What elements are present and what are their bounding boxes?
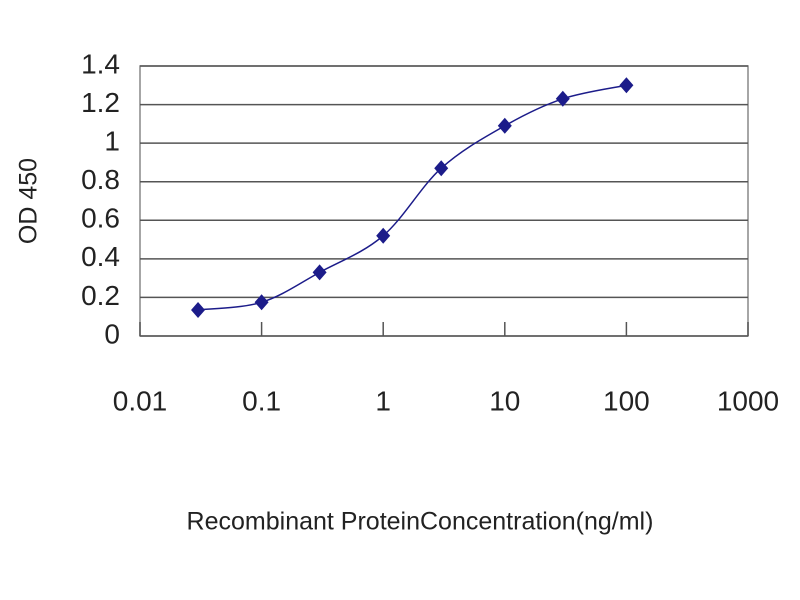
y-tick-label: 1.2 <box>81 87 120 118</box>
x-tick-label: 1000 <box>717 385 779 416</box>
x-tick-label: 10 <box>489 385 520 416</box>
marker <box>312 264 327 281</box>
marker <box>619 77 634 94</box>
y-tick-label: 0.2 <box>81 280 120 311</box>
marker <box>434 160 449 177</box>
marker <box>254 294 269 311</box>
y-axis-label: OD 450 <box>15 158 43 244</box>
x-tick-label: 1 <box>375 385 391 416</box>
y-tick-label: 1 <box>104 126 120 157</box>
y-tick-label: 0 <box>104 318 120 349</box>
marker <box>191 301 206 318</box>
marker <box>555 90 570 107</box>
marker <box>376 227 391 244</box>
y-tick-label: 0.8 <box>81 164 120 195</box>
plot-area <box>139 65 749 337</box>
y-tick-label: 1.4 <box>81 48 120 79</box>
y-tick-label: 0.6 <box>81 203 120 234</box>
y-tick-label: 0.4 <box>81 241 120 272</box>
series-line <box>197 84 627 311</box>
x-tick-label: 0.1 <box>242 385 281 416</box>
x-axis-label: Recombinant ProteinConcentration(ng/ml) <box>187 508 654 536</box>
x-tick-label: 0.01 <box>113 385 168 416</box>
marker <box>497 117 512 134</box>
x-tick-label: 100 <box>603 385 650 416</box>
